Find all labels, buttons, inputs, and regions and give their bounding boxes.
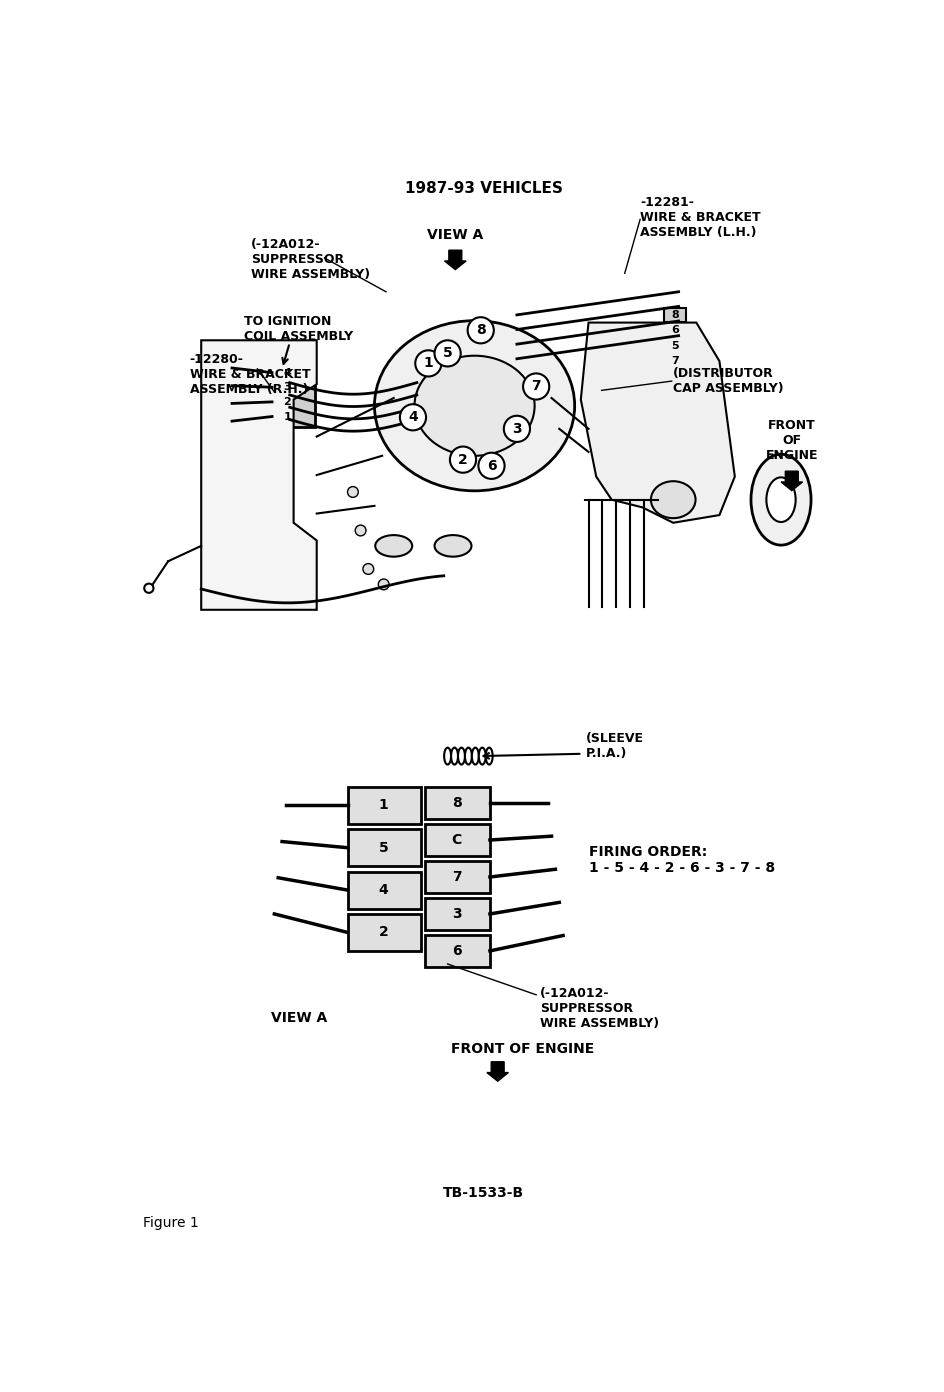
Circle shape: [504, 416, 530, 441]
Ellipse shape: [451, 748, 458, 764]
Text: TO IGNITION
COIL ASSEMBLY: TO IGNITION COIL ASSEMBLY: [244, 315, 353, 342]
Text: (-12A012-
SUPPRESSOR
WIRE ASSEMBLY): (-12A012- SUPPRESSOR WIRE ASSEMBLY): [540, 987, 659, 1030]
Text: 6: 6: [671, 326, 679, 335]
Ellipse shape: [767, 477, 796, 522]
Text: 7: 7: [452, 870, 462, 884]
Bar: [664, 308, 685, 322]
Bar: [425, 860, 490, 894]
Circle shape: [400, 404, 426, 430]
Text: FRONT OF ENGINE: FRONT OF ENGINE: [451, 1041, 595, 1055]
Circle shape: [467, 317, 494, 344]
Text: 8: 8: [452, 796, 462, 810]
Polygon shape: [487, 1062, 509, 1082]
Circle shape: [355, 525, 366, 536]
Ellipse shape: [444, 748, 451, 764]
Text: -12281-
WIRE & BRACKET
ASSEMBLY (L.H.): -12281- WIRE & BRACKET ASSEMBLY (L.H.): [640, 196, 761, 239]
Bar: [347, 915, 421, 951]
Bar: [425, 898, 490, 930]
Text: 3: 3: [283, 383, 292, 393]
Text: 8: 8: [476, 323, 485, 337]
Ellipse shape: [479, 748, 486, 764]
Text: (DISTRIBUTOR
CAP ASSEMBLY): (DISTRIBUTOR CAP ASSEMBLY): [673, 367, 784, 395]
Text: 1: 1: [283, 412, 292, 422]
Ellipse shape: [486, 748, 493, 764]
Text: VIEW A: VIEW A: [271, 1011, 327, 1025]
Circle shape: [415, 351, 442, 376]
Text: 4: 4: [283, 367, 292, 377]
Ellipse shape: [434, 535, 471, 557]
Bar: [425, 824, 490, 856]
Text: 1987-93 VEHICLES: 1987-93 VEHICLES: [405, 181, 563, 196]
Bar: [425, 786, 490, 820]
Bar: [347, 830, 421, 866]
Text: 2: 2: [458, 452, 468, 466]
Ellipse shape: [651, 482, 696, 518]
Text: 7: 7: [671, 356, 679, 366]
Text: 3: 3: [452, 908, 462, 922]
Text: VIEW A: VIEW A: [428, 228, 483, 242]
Text: (-12A012-
SUPPRESSOR
WIRE ASSEMBLY): (-12A012- SUPPRESSOR WIRE ASSEMBLY): [251, 238, 370, 281]
Text: (SLEEVE
P.I.A.): (SLEEVE P.I.A.): [586, 732, 644, 760]
Text: 5: 5: [671, 341, 679, 351]
Text: 2: 2: [283, 397, 292, 406]
Text: 6: 6: [452, 944, 462, 958]
Ellipse shape: [375, 535, 413, 557]
Ellipse shape: [414, 356, 534, 455]
Circle shape: [379, 579, 389, 590]
Bar: [664, 338, 685, 352]
Ellipse shape: [458, 748, 465, 764]
Text: 4: 4: [379, 883, 389, 896]
Text: 2: 2: [379, 926, 389, 940]
Circle shape: [450, 447, 476, 473]
Bar: [272, 362, 315, 426]
Text: Figure 1: Figure 1: [143, 1217, 199, 1231]
Text: -12280-
WIRE & BRACKET
ASSEMBLY (R.H.): -12280- WIRE & BRACKET ASSEMBLY (R.H.): [190, 354, 311, 397]
Circle shape: [523, 373, 549, 400]
Ellipse shape: [375, 320, 575, 491]
Circle shape: [144, 583, 154, 593]
Bar: [347, 786, 421, 824]
Bar: [664, 354, 685, 367]
Ellipse shape: [751, 454, 811, 546]
Text: 5: 5: [379, 841, 389, 855]
Circle shape: [479, 452, 505, 479]
Polygon shape: [581, 323, 734, 523]
Bar: [664, 323, 685, 337]
Text: 7: 7: [531, 380, 541, 394]
Text: 8: 8: [671, 310, 679, 320]
Circle shape: [362, 564, 374, 575]
Circle shape: [434, 340, 461, 366]
Bar: [425, 935, 490, 967]
Text: 4: 4: [408, 411, 418, 425]
Text: 5: 5: [443, 347, 452, 361]
Ellipse shape: [465, 748, 472, 764]
Text: FIRING ORDER:
1 - 5 - 4 - 2 - 6 - 3 - 7 - 8: FIRING ORDER: 1 - 5 - 4 - 2 - 6 - 3 - 7 …: [588, 845, 775, 876]
Polygon shape: [201, 340, 316, 610]
Text: 1: 1: [379, 799, 389, 813]
Text: 6: 6: [487, 459, 497, 473]
Text: TB-1533-B: TB-1533-B: [444, 1186, 524, 1200]
Text: 3: 3: [512, 422, 522, 436]
Text: FRONT
OF
ENGINE: FRONT OF ENGINE: [766, 419, 818, 462]
Polygon shape: [781, 470, 802, 490]
Ellipse shape: [472, 748, 479, 764]
Circle shape: [347, 487, 359, 497]
Polygon shape: [445, 251, 466, 270]
Text: C: C: [452, 832, 462, 846]
Bar: [347, 871, 421, 909]
Text: 1: 1: [424, 356, 433, 370]
